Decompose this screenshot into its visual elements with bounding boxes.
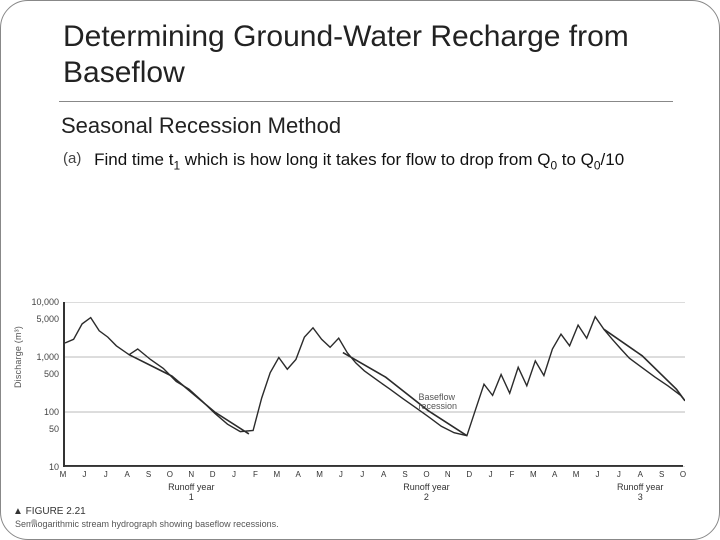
figure-caption: Semilogarithmic stream hydrograph showin… <box>15 519 279 529</box>
x-tick-label: S <box>143 470 155 479</box>
slide-title: Determining Ground-Water Recharge from B… <box>63 19 673 91</box>
x-year-label: Runoff year3 <box>580 482 700 502</box>
x-tick-label: M <box>57 470 69 479</box>
x-tick-label: M <box>314 470 326 479</box>
x-tick-label: M <box>527 470 539 479</box>
x-tick-label: M <box>570 470 582 479</box>
x-tick-label: J <box>356 470 368 479</box>
x-tick-label: M <box>271 470 283 479</box>
x-tick-label: O <box>420 470 432 479</box>
y-tick-label: 5,000 <box>21 314 59 324</box>
x-tick-label: S <box>656 470 668 479</box>
list-item-a: (a) Find time t1 which is how long it ta… <box>63 149 673 174</box>
list-body: Find time t1 which is how long it takes … <box>94 149 654 174</box>
baseflow-label: Baseflow recession <box>418 393 457 412</box>
x-tick-label: S <box>399 470 411 479</box>
list-marker: (a) <box>63 149 81 169</box>
y-tick-label: 10 <box>21 462 59 472</box>
x-tick-label: O <box>677 470 689 479</box>
y-tick-label: 10,000 <box>21 297 59 307</box>
x-tick-label: A <box>549 470 561 479</box>
x-tick-label: A <box>121 470 133 479</box>
x-tick-label: J <box>335 470 347 479</box>
page-indicator <box>31 519 37 525</box>
y-tick-label: 50 <box>21 424 59 434</box>
slide-subtitle: Seasonal Recession Method <box>61 113 341 139</box>
x-tick-label: J <box>485 470 497 479</box>
y-tick-label: 1,000 <box>21 352 59 362</box>
x-tick-label: N <box>185 470 197 479</box>
slide-frame: Determining Ground-Water Recharge from B… <box>0 0 720 540</box>
x-tick-label: J <box>100 470 112 479</box>
x-year-label: Runoff year2 <box>366 482 486 502</box>
x-tick-label: D <box>207 470 219 479</box>
x-year-label: Runoff year1 <box>131 482 251 502</box>
x-tick-label: F <box>249 470 261 479</box>
x-tick-label: J <box>78 470 90 479</box>
y-tick-label: 500 <box>21 369 59 379</box>
x-tick-label: J <box>591 470 603 479</box>
title-underline <box>59 101 673 102</box>
y-tick-label: 100 <box>21 407 59 417</box>
x-tick-label: A <box>378 470 390 479</box>
x-tick-label: A <box>292 470 304 479</box>
x-tick-label: F <box>506 470 518 479</box>
x-tick-label: A <box>634 470 646 479</box>
plot-svg <box>65 302 685 467</box>
x-tick-label: J <box>613 470 625 479</box>
x-tick-label: D <box>463 470 475 479</box>
figure-number: ▲ FIGURE 2.21 <box>13 506 86 517</box>
hydrograph-chart: Discharge (m³) 10,0005,0001,000500100501… <box>15 296 705 516</box>
x-tick-label: O <box>164 470 176 479</box>
x-tick-label: J <box>228 470 240 479</box>
plot-area <box>63 302 683 467</box>
x-tick-label: N <box>442 470 454 479</box>
